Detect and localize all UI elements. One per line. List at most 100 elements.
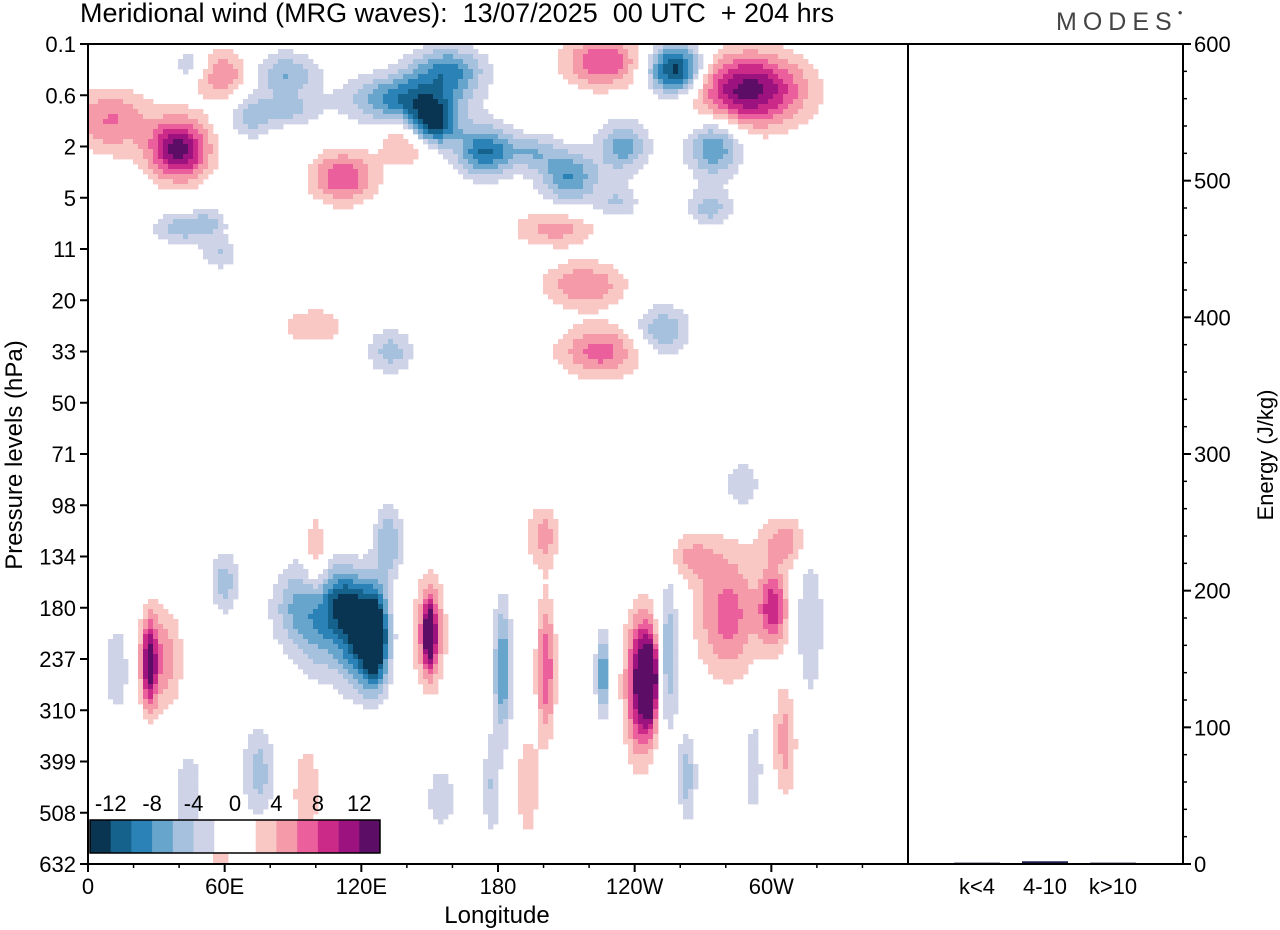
heatmap-cell — [703, 544, 709, 550]
heatmap-cell — [718, 59, 724, 65]
heatmap-cell — [458, 119, 464, 125]
heatmap-cell — [293, 329, 299, 335]
heatmap-cell — [663, 54, 669, 60]
heatmap-cell — [373, 594, 379, 600]
heatmap-cell — [563, 159, 569, 165]
heatmap-cell — [793, 554, 799, 560]
heatmap-cell — [298, 629, 304, 635]
heatmap-cell — [638, 139, 644, 145]
heatmap-cell — [628, 354, 634, 360]
heatmap-cell — [278, 74, 284, 80]
heatmap-cell — [803, 59, 809, 65]
heatmap-cell — [273, 94, 279, 100]
heatmap-cell — [733, 64, 739, 70]
heatmap-cell — [708, 634, 714, 640]
heatmap-cell — [613, 169, 619, 175]
heatmap-cell — [758, 99, 764, 105]
heatmap-cell — [533, 159, 539, 165]
heatmap-cell — [753, 104, 759, 110]
heatmap-cell — [388, 599, 394, 605]
heatmap-cell — [163, 629, 169, 635]
heatmap-cell — [603, 334, 609, 340]
heatmap-cell — [158, 659, 164, 665]
heatmap-cell — [803, 649, 809, 655]
heatmap-cell — [283, 89, 289, 95]
heatmap-cell — [353, 159, 359, 165]
heatmap-cell — [128, 99, 134, 105]
heatmap-cell — [553, 284, 559, 290]
heatmap-cell — [93, 109, 99, 115]
heatmap-cell — [178, 644, 184, 650]
heatmap-cell — [308, 599, 314, 605]
heatmap-cell — [358, 644, 364, 650]
heatmap-cell — [453, 129, 459, 135]
heatmap-cell — [498, 619, 504, 625]
heatmap-cell — [278, 639, 284, 645]
heatmap-cell — [593, 274, 599, 280]
heatmap-cell — [773, 119, 779, 125]
heatmap-cell — [703, 599, 709, 605]
heatmap-cell — [323, 569, 329, 575]
heatmap-cell — [558, 54, 564, 60]
heatmap-cell — [193, 119, 199, 125]
heatmap-cell — [413, 629, 419, 635]
heatmap-cell — [743, 119, 749, 125]
heatmap-cell — [358, 164, 364, 170]
heatmap-cell — [703, 214, 709, 220]
heatmap-cell — [343, 189, 349, 195]
heatmap-cell — [373, 344, 379, 350]
heatmap-cell — [418, 619, 424, 625]
heatmap-cell — [373, 584, 379, 590]
heatmap-cell — [583, 289, 589, 295]
heatmap-cell — [503, 164, 509, 170]
heatmap-cell — [613, 119, 619, 125]
heatmap-cell — [173, 229, 179, 235]
heatmap-cell — [338, 184, 344, 190]
heatmap-cell — [213, 144, 219, 150]
heatmap-cell — [608, 154, 614, 160]
heatmap-cell — [668, 349, 674, 355]
heatmap-cell — [548, 159, 554, 165]
heatmap-cell — [598, 184, 604, 190]
heatmap-cell — [818, 99, 824, 105]
heatmap-cell — [703, 659, 709, 665]
heatmap-cell — [763, 594, 769, 600]
heatmap-cell — [598, 294, 604, 300]
heatmap-cell — [668, 594, 674, 600]
heatmap-cell — [603, 139, 609, 145]
heatmap-cell — [718, 64, 724, 70]
heatmap-cell — [338, 89, 344, 95]
heatmap-cell — [688, 574, 694, 580]
heatmap-cell — [218, 594, 224, 600]
heatmap-cell — [613, 339, 619, 345]
heatmap-cell — [158, 654, 164, 660]
heatmap-cell — [198, 234, 204, 240]
heatmap-cell — [268, 79, 274, 85]
heatmap-cell — [183, 174, 189, 180]
heatmap-cell — [703, 149, 709, 155]
heatmap-cell — [668, 314, 674, 320]
heatmap-cell — [713, 129, 719, 135]
heatmap-cell — [338, 564, 344, 570]
heatmap-cell — [368, 654, 374, 660]
heatmap-cell — [788, 524, 794, 530]
heatmap-cell — [743, 574, 749, 580]
heatmap-cell — [188, 174, 194, 180]
heatmap-cell — [753, 59, 759, 65]
heatmap-cell — [783, 614, 789, 620]
heatmap-cell — [558, 284, 564, 290]
heatmap-cell — [413, 114, 419, 120]
heatmap-cell — [493, 644, 499, 650]
heatmap-cell — [653, 619, 659, 625]
heatmap-cell — [438, 129, 444, 135]
heatmap-cell — [183, 219, 189, 225]
heatmap-cell — [338, 154, 344, 160]
heatmap-cell — [143, 99, 149, 105]
heatmap-cell — [813, 584, 819, 590]
heatmap-cell — [143, 619, 149, 625]
heatmap-cell — [233, 69, 239, 75]
heatmap-cell — [218, 254, 224, 260]
heatmap-cell — [383, 569, 389, 575]
heatmap-cell — [98, 134, 104, 140]
heatmap-cell — [773, 544, 779, 550]
